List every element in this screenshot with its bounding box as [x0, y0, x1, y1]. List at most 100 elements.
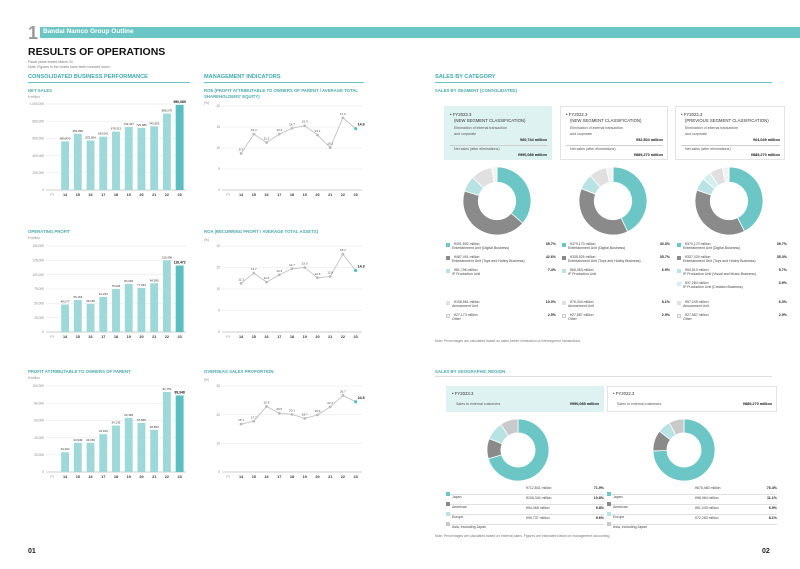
segment-box-net-value: ¥889,270 million — [633, 153, 663, 157]
y-tick-label: 0 — [218, 188, 220, 192]
data-label: 75,024 — [112, 284, 121, 288]
bar — [86, 442, 95, 472]
y-tick-label: 200,000 — [32, 171, 44, 175]
x-tick-label: 18 — [290, 475, 294, 479]
data-label: 10.1 — [327, 142, 333, 146]
segment-legend-1: Entertainment Unit (Digital Business) ¥39… — [446, 236, 556, 321]
x-tick-label: 17 — [277, 335, 281, 339]
legend-value: ¥391,892 million — [454, 242, 480, 246]
segment-box-cls: (PREVIOUS SEGMENT CLASSIFICATION) — [685, 118, 769, 123]
data-label: 15.3 — [302, 120, 308, 124]
y-tick-label: 800,000 — [32, 119, 44, 123]
geo-box-fy: • FY2022.3 — [613, 391, 635, 396]
x-tick-label: FY — [226, 335, 231, 339]
x-tick-label: 21 — [328, 475, 332, 479]
legend-name: Amusement Unit — [683, 304, 709, 308]
data-point — [265, 141, 268, 144]
x-tick-label: FY — [50, 335, 55, 339]
header-title: Bandai Namco Group Outline — [43, 28, 134, 35]
donut-slice — [605, 166, 614, 184]
legend-percent: 6.0% — [778, 300, 787, 304]
divider — [681, 145, 780, 146]
legend-row: Entertainment Unit (Toys and Hobby Busin… — [562, 249, 670, 263]
data-point — [290, 267, 294, 271]
legend-name: Amusement Unit — [568, 304, 594, 308]
x-tick-label: 18 — [290, 193, 294, 197]
x-tick-label: 14 — [239, 193, 244, 197]
data-point — [277, 411, 281, 415]
data-label: 17.2 — [340, 112, 346, 116]
data-label: 14.3 — [358, 265, 365, 269]
bar — [112, 131, 120, 190]
bar — [137, 287, 146, 332]
segment-box-elim: Elimination of internal transaction — [570, 126, 623, 130]
donut-slice — [694, 189, 746, 236]
y-tick-label: 100,000 — [32, 384, 44, 388]
data-label: 13.3 — [276, 128, 282, 132]
y-tick-label: 1,000,000 — [30, 102, 44, 106]
x-tick-label: 15 — [76, 475, 80, 479]
legend-swatch — [607, 521, 611, 526]
segment-title: SALES BY SEGMENT (CONSOLIDATED) — [435, 88, 517, 93]
legend-value: ¥379,173 million — [685, 242, 711, 246]
y-tick-label: 15 — [216, 266, 220, 270]
data-label: 575,504 — [85, 135, 96, 139]
legend-percent: 6.9% — [768, 506, 777, 510]
x-tick-label: 14 — [239, 475, 244, 479]
legend-percent: 9.6% — [595, 516, 604, 520]
legend-name: Entertainment Unit (Toys and Hobby Busin… — [568, 259, 641, 263]
data-point — [303, 124, 307, 128]
x-tick-label: 22 — [341, 475, 345, 479]
segment-box-net: Net sales (after eliminations) — [685, 147, 731, 151]
legend-value: ¥27,587 million — [570, 313, 594, 317]
legend-row: Europe ¥61,049 million 6.9% — [607, 505, 777, 519]
legend-row: Entertainment Unit (Toys and Hobby Busin… — [446, 249, 556, 263]
data-label: 17.7 — [251, 415, 257, 419]
legend-percent: 11.1% — [767, 496, 777, 500]
y-tick-label: 15 — [216, 125, 220, 129]
bar — [124, 417, 133, 472]
legend-percent: 10.8% — [593, 496, 604, 500]
x-tick-label: 23 — [354, 193, 358, 197]
y-tick-label: 80,000 — [34, 401, 44, 405]
series-line — [240, 253, 356, 284]
x-tick-label: 23 — [178, 335, 182, 339]
data-label: 22.7 — [327, 401, 333, 405]
y-tick-label: 20 — [216, 104, 220, 108]
bar — [99, 297, 108, 332]
data-label: 8.7 — [239, 147, 244, 151]
y-tick-label: 10 — [216, 146, 220, 150]
data-point — [354, 400, 358, 404]
legend-percent: 39.7% — [776, 242, 787, 246]
legend-percent: 10.0% — [545, 300, 556, 304]
legend-row: IP Production Unit ¥65,363 million 6.9% — [562, 262, 670, 294]
x-tick-label: 20 — [139, 335, 143, 339]
data-label: 77,394 — [137, 283, 146, 287]
legend-name: Europe — [613, 515, 625, 519]
geo-box-label: Sales to external customers — [456, 402, 501, 406]
x-tick-label: 22 — [341, 335, 345, 339]
section-number: 1 — [28, 23, 39, 43]
section-underline — [204, 82, 364, 83]
segment-legend-2: Entertainment Unit (Digital Business) ¥37… — [562, 236, 670, 321]
legend-swatch — [677, 268, 681, 273]
legend-swatch — [677, 281, 681, 286]
legend-value: ¥95,737 million — [526, 516, 550, 520]
bar — [112, 289, 120, 332]
x-tick-label: 15 — [252, 335, 256, 339]
legend-percent: 2.9% — [661, 313, 670, 317]
data-label: 48,077 — [61, 299, 70, 303]
op-profit-unit: ¥ million — [28, 236, 40, 240]
segment-box-fy: • FY2022.3 — [681, 112, 703, 117]
donut-slice — [500, 418, 519, 437]
donut-slice — [491, 166, 498, 183]
profit-owners-chart: 0 20,000 40,000 60,000 80,000 100,000 FY 14 15 16… — [32, 384, 186, 479]
legend-name: IP Production Unit — [452, 272, 481, 276]
legend-percent: 35.7% — [545, 242, 556, 246]
legend-name: Other — [568, 317, 577, 321]
legend-value: ¥57,245 million — [685, 300, 709, 304]
geo-box-2: • FY2022.3 Sales to external customers ¥… — [607, 386, 777, 412]
x-tick-label: 20 — [315, 475, 319, 479]
data-label: 678,312 — [111, 127, 122, 131]
data-label: 18.7 — [302, 412, 308, 416]
